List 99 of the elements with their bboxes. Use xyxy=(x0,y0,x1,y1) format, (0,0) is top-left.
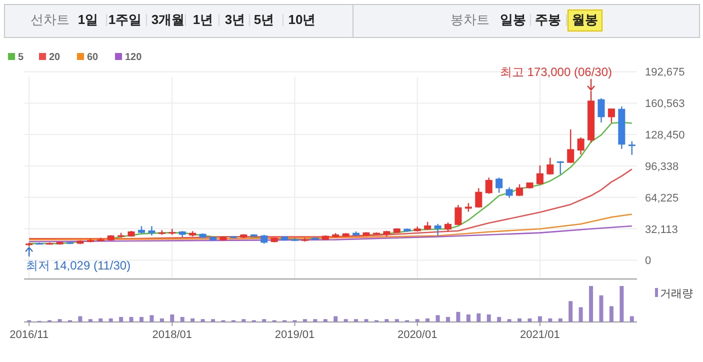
bar xyxy=(354,319,358,322)
bar xyxy=(302,319,307,322)
legend-label: 거래량 xyxy=(660,288,693,300)
line-series xyxy=(28,168,633,240)
y-tick-label: 160,563 xyxy=(645,98,685,110)
bar xyxy=(456,312,460,322)
bar xyxy=(538,316,542,322)
bar xyxy=(497,316,502,322)
text: 1일 xyxy=(78,12,98,27)
candlestick xyxy=(454,204,462,226)
bar xyxy=(344,319,348,322)
candlestick xyxy=(485,177,492,194)
bar xyxy=(548,318,552,322)
text: 3년 xyxy=(224,12,246,27)
candlestick xyxy=(556,160,564,175)
candlestick xyxy=(536,164,544,186)
bar xyxy=(170,314,174,322)
text: 주봉 xyxy=(535,12,561,27)
bar xyxy=(88,319,92,322)
text: 10년 xyxy=(288,12,316,27)
legend-label: 120 xyxy=(125,52,142,63)
bar xyxy=(98,318,103,322)
x-tick-label: 2016/11 xyxy=(10,329,49,341)
legend-label: 20 xyxy=(49,52,61,63)
bar xyxy=(262,319,266,322)
bar xyxy=(609,306,614,322)
x-tick-label: 2018/01 xyxy=(152,329,192,341)
bar xyxy=(486,314,491,322)
candlestick xyxy=(516,184,524,197)
bar xyxy=(180,316,184,322)
text: 3개월 xyxy=(151,12,185,27)
line-series xyxy=(28,122,633,244)
bar xyxy=(558,318,562,322)
text: 월봉 xyxy=(572,12,598,27)
candlestick xyxy=(598,98,605,124)
text: 1주일 xyxy=(108,12,142,27)
candlestick xyxy=(567,128,574,164)
bar xyxy=(78,316,82,322)
bar xyxy=(334,316,338,322)
bar xyxy=(578,307,583,322)
text: 5년 xyxy=(254,12,274,27)
bar xyxy=(528,318,532,322)
bar xyxy=(119,316,124,322)
annotation: 최고 173,000 (06/30) xyxy=(500,64,612,79)
bar xyxy=(150,315,154,322)
bar xyxy=(589,286,594,322)
y-tick-label: 64,225 xyxy=(645,192,679,204)
bar xyxy=(58,319,62,322)
y-tick-label: 32,113 xyxy=(645,224,678,236)
bar xyxy=(313,319,318,322)
legend-label: 5 xyxy=(18,52,24,63)
bar xyxy=(620,286,624,322)
bar xyxy=(323,319,328,322)
bar xyxy=(466,314,470,322)
bar xyxy=(630,316,634,322)
text: 1년 xyxy=(192,12,214,27)
bar xyxy=(568,301,573,322)
candlestick xyxy=(148,226,156,236)
x-tick-label: 2020/01 xyxy=(397,329,438,341)
bar xyxy=(364,319,368,322)
candlestick xyxy=(628,140,636,156)
bar xyxy=(211,319,216,322)
candlestick xyxy=(434,223,442,236)
line-series xyxy=(28,214,633,240)
text: 일봉 xyxy=(500,12,526,27)
x-tick-label: 2019/01 xyxy=(274,329,315,341)
bar xyxy=(200,319,205,322)
bar xyxy=(426,318,430,322)
bar xyxy=(507,319,512,322)
bar xyxy=(160,318,164,322)
bar xyxy=(129,316,134,322)
bar xyxy=(599,295,604,322)
text: 선차트 xyxy=(30,12,70,27)
y-tick-label: 0 xyxy=(645,255,652,268)
bar xyxy=(108,318,113,322)
y-tick-label: 96,338 xyxy=(645,160,679,173)
bar xyxy=(394,319,399,322)
candlestick xyxy=(608,108,615,124)
candlestick xyxy=(475,188,482,208)
text: 봉차트 xyxy=(450,12,490,27)
annotation: 최저 14,029 (11/30) xyxy=(26,258,131,272)
bar xyxy=(476,313,481,322)
bar xyxy=(190,318,195,322)
x-tick-label: 2021/01 xyxy=(520,329,560,341)
bar xyxy=(242,319,246,322)
candlestick xyxy=(577,136,584,156)
bar xyxy=(415,319,420,322)
bar xyxy=(384,319,389,322)
bar xyxy=(446,316,450,322)
y-tick-label: 192,675 xyxy=(645,66,685,79)
candlestick xyxy=(546,157,554,176)
y-tick-label: 128,450 xyxy=(645,130,685,142)
candlestick xyxy=(496,177,503,194)
candlestick xyxy=(506,186,513,198)
line-series xyxy=(28,225,633,242)
legend-label: 60 xyxy=(87,52,99,63)
bar xyxy=(518,318,522,322)
bar xyxy=(139,316,144,322)
bar xyxy=(436,315,440,322)
